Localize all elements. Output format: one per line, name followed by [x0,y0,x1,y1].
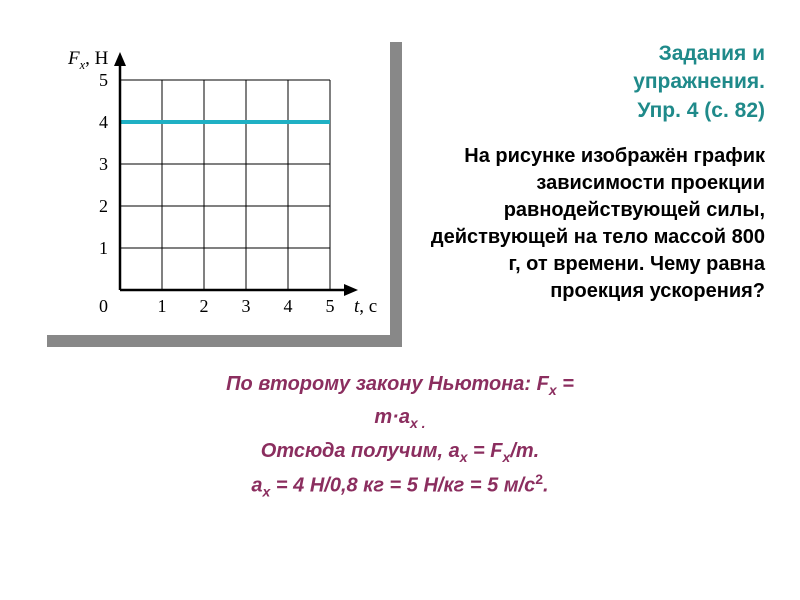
svg-text:1: 1 [158,296,167,316]
right-column: Задания и упражнения. Упр. 4 (с. 82) На … [430,30,765,305]
solution-block: По второму закону Ньютона: Fx = m·ax . О… [35,368,765,503]
svg-text:t, с: t, с [354,296,377,317]
heading-line3: Упр. 4 (с. 82) [637,99,765,122]
solution-line4: ax = 4 Н/0,8 кг = 5 Н/кг = 5 м/с2. [35,468,765,503]
svg-text:1: 1 [99,238,108,258]
heading-line2: упражнения. [633,70,765,93]
svg-text:3: 3 [242,296,251,316]
svg-text:2: 2 [200,296,209,316]
chart-svg: 1 2 3 4 5 1 2 3 4 5 0 Fx, Н t, с [35,30,390,335]
exercise-heading: Задания и упражнения. Упр. 4 (с. 82) [430,40,765,125]
svg-text:4: 4 [284,296,293,316]
svg-text:3: 3 [99,154,108,174]
chart-panel: 1 2 3 4 5 1 2 3 4 5 0 Fx, Н t, с [35,30,390,335]
svg-text:4: 4 [99,112,108,132]
svg-text:5: 5 [99,70,108,90]
svg-text:Fx, Н: Fx, Н [67,48,109,72]
solution-line3: Отсюда получим, ax = Fx/m. [35,435,765,468]
solution-line1: По второму закону Ньютона: Fx = [35,368,765,401]
svg-text:0: 0 [99,296,108,316]
problem-text: На рисунке изображён график зависимости … [430,143,765,305]
svg-text:5: 5 [326,296,335,316]
svg-text:2: 2 [99,196,108,216]
solution-line2: m·ax . [35,401,765,434]
chart-container: 1 2 3 4 5 1 2 3 4 5 0 Fx, Н t, с [35,30,405,350]
heading-line1: Задания и [659,42,765,65]
